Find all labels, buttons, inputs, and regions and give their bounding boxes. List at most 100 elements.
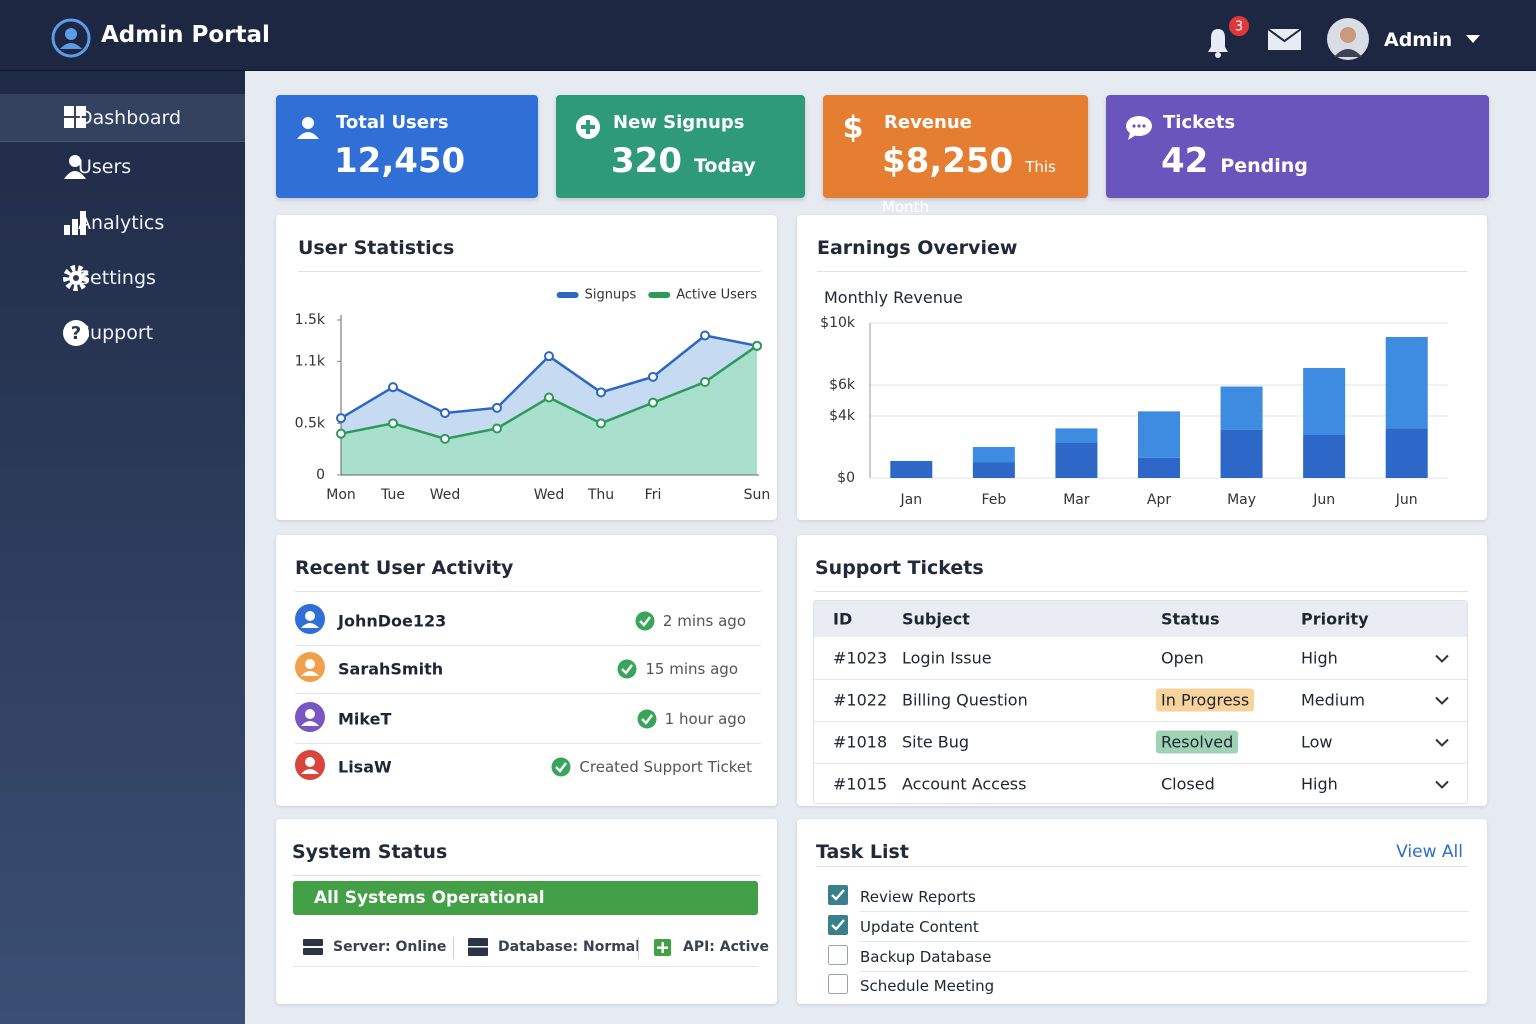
stat-icon <box>574 113 604 147</box>
y-tick-label: $0 <box>837 470 855 486</box>
top-bar: Admin Portal 3 Admin <box>0 0 1536 71</box>
view-all-link[interactable]: View All <box>1396 842 1463 862</box>
table-cell: Open <box>1161 648 1204 668</box>
point <box>596 387 606 398</box>
task-checkbox[interactable] <box>828 974 848 998</box>
check-icon <box>637 709 657 729</box>
bar <box>1055 442 1098 478</box>
nav-item[interactable]: Support? <box>0 309 245 357</box>
bar <box>1138 457 1180 478</box>
nav-item[interactable]: Users <box>0 143 245 191</box>
point <box>544 392 554 403</box>
user-menu-caret[interactable] <box>1465 34 1481 44</box>
point <box>752 340 762 351</box>
bar <box>1220 429 1263 478</box>
stat-note: Today <box>693 155 756 177</box>
status-label: Server: Online <box>333 939 447 955</box>
task-checkbox[interactable] <box>828 945 848 969</box>
nav-label: Analytics <box>78 212 165 234</box>
app-title: Admin Portal <box>101 22 270 48</box>
check-icon <box>617 659 637 679</box>
user-name: SarahSmith <box>338 659 444 679</box>
status-item: API: Active <box>652 937 769 957</box>
time-label: 15 mins ago <box>645 660 738 678</box>
column-header: Subject <box>902 609 970 629</box>
row-divider <box>295 645 761 646</box>
point <box>544 351 554 362</box>
divider <box>298 271 761 272</box>
time-label: Created Support Ticket <box>579 758 752 776</box>
divider <box>816 866 1468 867</box>
legend-swatch <box>556 292 579 298</box>
icon: $ <box>843 111 864 146</box>
expand-chevron[interactable] <box>1435 733 1449 752</box>
column-header: ID <box>833 609 853 629</box>
point <box>492 423 502 434</box>
bar <box>1220 386 1263 430</box>
y-tick-label: 0 <box>316 467 325 483</box>
notification-count: 3 <box>1235 20 1243 35</box>
user-name[interactable]: Admin <box>1384 29 1453 51</box>
stat-value: 42 Pending <box>1161 141 1308 181</box>
avatar-icon <box>295 652 325 682</box>
table-cell: #1023 <box>833 648 888 668</box>
task-checkbox[interactable] <box>828 885 848 909</box>
stat-icon <box>1124 113 1154 147</box>
table-cell: Low <box>1301 732 1333 752</box>
table-cell: #1022 <box>833 690 888 710</box>
y-tick-label: $10k <box>820 315 856 331</box>
table-cell: Site Bug <box>902 732 970 752</box>
table-cell: Login Issue <box>902 648 992 668</box>
avatar <box>295 750 325 784</box>
stat-icon: $ <box>841 111 871 147</box>
y-tick-label: 1.5k <box>295 312 326 328</box>
svg-text:$: $ <box>843 113 864 143</box>
x-tick-label: Jan <box>899 492 922 508</box>
table-cell: #1015 <box>833 774 888 794</box>
expand-chevron[interactable] <box>1435 649 1449 668</box>
stat-card: Tickets 42 Pending <box>1106 95 1489 198</box>
table-cell: Medium <box>1301 690 1365 710</box>
row-divider <box>295 693 761 694</box>
point <box>596 418 606 429</box>
nav-item[interactable]: Analytics <box>0 199 245 247</box>
status-label: Database: Normal <box>498 939 641 955</box>
icon <box>576 115 600 139</box>
notifications[interactable]: 3 <box>1200 14 1252 58</box>
stat-label: Revenue <box>884 112 972 133</box>
logo-icon <box>51 18 91 58</box>
panel-title: Recent User Activity <box>295 557 514 579</box>
time-label: 2 mins ago <box>662 612 746 630</box>
user-name: JohnDoe123 <box>338 611 447 631</box>
nav-item[interactable]: Settings <box>0 254 245 302</box>
avatar <box>295 604 325 638</box>
system-panel: System Status All Systems Operational Se… <box>276 819 777 1004</box>
table-cell: Account Access <box>902 774 1027 794</box>
panel-title: System Status <box>292 841 448 863</box>
task-checkbox[interactable] <box>828 915 848 939</box>
expand-chevron[interactable] <box>1435 775 1449 794</box>
mail-icon[interactable] <box>1267 28 1303 52</box>
status-label: API: Active <box>683 939 770 955</box>
icon <box>303 939 323 955</box>
expand-chevron[interactable] <box>1435 691 1449 710</box>
y-tick-label: $4k <box>829 408 856 424</box>
task-label: Review Reports <box>860 888 976 906</box>
user-name: MikeT <box>338 709 392 729</box>
row-divider <box>860 911 1469 912</box>
check-icon <box>551 757 571 777</box>
stat-card: New Signups 320 Today <box>556 95 805 198</box>
icon <box>63 265 89 291</box>
stat-note: This Month <box>882 158 1056 216</box>
point <box>388 418 398 429</box>
panel-title: User Statistics <box>298 237 455 259</box>
icon <box>64 106 86 128</box>
icon <box>468 938 488 956</box>
nav-item[interactable]: Dashboard <box>0 94 245 142</box>
bar <box>1138 411 1180 458</box>
avatar <box>295 702 325 736</box>
y-tick-label: 0.5k <box>295 415 326 431</box>
avatar[interactable] <box>1326 17 1370 61</box>
bar <box>972 447 1015 463</box>
